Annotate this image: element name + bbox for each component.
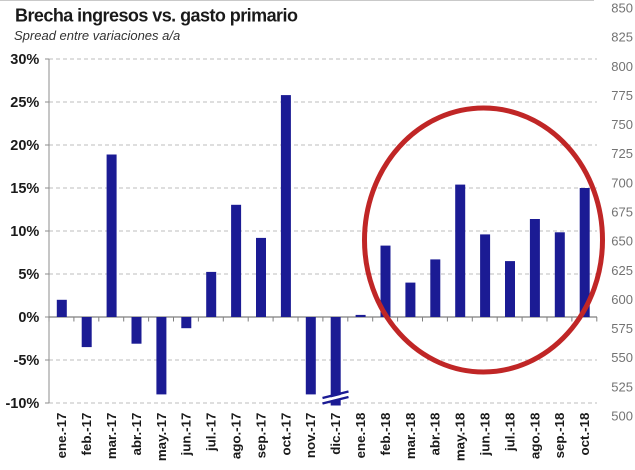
svg-text:800: 800 bbox=[611, 59, 633, 74]
svg-text:575: 575 bbox=[611, 321, 633, 336]
svg-text:mar.-18: mar.-18 bbox=[403, 413, 418, 460]
svg-text:500: 500 bbox=[611, 409, 633, 424]
svg-text:725: 725 bbox=[611, 146, 633, 161]
svg-text:600: 600 bbox=[611, 292, 633, 307]
svg-text:may.-17: may.-17 bbox=[154, 413, 169, 462]
svg-text:jul.-17: jul.-17 bbox=[204, 413, 219, 452]
svg-text:675: 675 bbox=[611, 205, 633, 220]
svg-text:ago.-17: ago.-17 bbox=[229, 413, 244, 460]
svg-text:550: 550 bbox=[611, 350, 633, 365]
svg-text:jul.-18: jul.-18 bbox=[502, 413, 517, 452]
svg-text:625: 625 bbox=[611, 263, 633, 278]
svg-text:nov.-17: nov.-17 bbox=[303, 413, 318, 459]
svg-text:-5%: -5% bbox=[14, 353, 40, 369]
svg-text:feb.-18: feb.-18 bbox=[378, 413, 393, 456]
svg-text:30%: 30% bbox=[10, 52, 39, 68]
svg-text:oct.-18: oct.-18 bbox=[577, 413, 592, 456]
svg-text:mar.-17: mar.-17 bbox=[104, 413, 119, 460]
svg-text:15%: 15% bbox=[10, 181, 39, 197]
svg-text:ene.-18: ene.-18 bbox=[353, 413, 368, 459]
svg-text:25%: 25% bbox=[10, 95, 39, 111]
svg-text:-10%: -10% bbox=[5, 396, 39, 412]
svg-text:775: 775 bbox=[611, 88, 633, 103]
svg-text:sep.-18: sep.-18 bbox=[552, 413, 567, 459]
svg-text:0%: 0% bbox=[18, 310, 39, 326]
svg-text:10%: 10% bbox=[10, 224, 39, 240]
svg-text:Spread entre variaciones a/a: Spread entre variaciones a/a bbox=[14, 28, 180, 43]
svg-text:oct.-17: oct.-17 bbox=[278, 413, 293, 456]
svg-text:20%: 20% bbox=[10, 138, 39, 154]
svg-text:abr.-17: abr.-17 bbox=[129, 413, 144, 456]
svg-text:dic.-17: dic.-17 bbox=[328, 413, 343, 455]
svg-text:jun.-17: jun.-17 bbox=[179, 413, 194, 457]
svg-text:abr.-18: abr.-18 bbox=[428, 413, 443, 456]
svg-text:ene.-17: ene.-17 bbox=[54, 413, 69, 459]
svg-text:825: 825 bbox=[611, 30, 633, 45]
svg-text:5%: 5% bbox=[18, 267, 39, 283]
svg-text:Brecha ingresos vs. gasto prim: Brecha ingresos vs. gasto primario bbox=[15, 6, 298, 26]
svg-text:750: 750 bbox=[611, 117, 633, 132]
svg-text:may.-18: may.-18 bbox=[453, 413, 468, 462]
svg-text:700: 700 bbox=[611, 175, 633, 190]
svg-text:525: 525 bbox=[611, 379, 633, 394]
svg-text:850: 850 bbox=[611, 1, 633, 16]
svg-text:650: 650 bbox=[611, 234, 633, 249]
svg-text:jun.-18: jun.-18 bbox=[478, 413, 493, 457]
svg-text:sep.-17: sep.-17 bbox=[253, 413, 268, 459]
svg-text:ago.-18: ago.-18 bbox=[527, 413, 542, 460]
svg-text:feb.-17: feb.-17 bbox=[79, 413, 94, 456]
